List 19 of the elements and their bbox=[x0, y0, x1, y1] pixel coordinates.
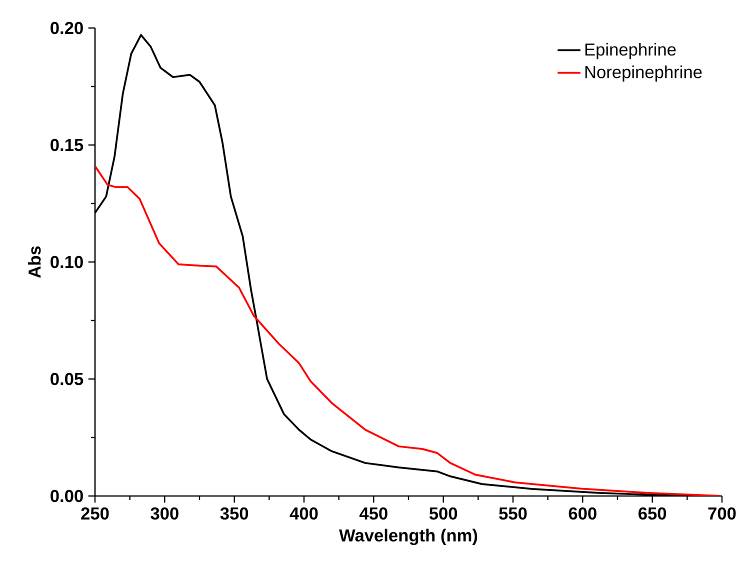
x-axis-title: Wavelength (nm) bbox=[339, 528, 478, 546]
y-tick-label: 0.05 bbox=[50, 372, 84, 386]
x-tick-label: 500 bbox=[429, 507, 458, 520]
x-tick-label: 700 bbox=[708, 507, 736, 520]
y-tick-label: 0.00 bbox=[50, 490, 83, 502]
x-tick-label: 250 bbox=[81, 507, 109, 520]
x-tick-label: 600 bbox=[568, 507, 596, 520]
legend-label: Norepinephrine bbox=[585, 66, 702, 82]
x-tick-label: 400 bbox=[290, 507, 318, 520]
x-tick-label: 550 bbox=[499, 507, 527, 520]
x-tick-label: 350 bbox=[220, 507, 248, 520]
y-axis-title: Abs bbox=[28, 246, 41, 278]
x-tick-label: 300 bbox=[150, 507, 178, 520]
y-tick-label: 0.15 bbox=[50, 138, 84, 152]
legend-label: Epinephrine bbox=[585, 42, 676, 60]
y-tick-label: 0.10 bbox=[50, 256, 83, 268]
y-tick-label: 0.20 bbox=[50, 22, 83, 34]
x-tick-label: 450 bbox=[359, 507, 388, 520]
x-tick-label: 650 bbox=[638, 507, 666, 520]
